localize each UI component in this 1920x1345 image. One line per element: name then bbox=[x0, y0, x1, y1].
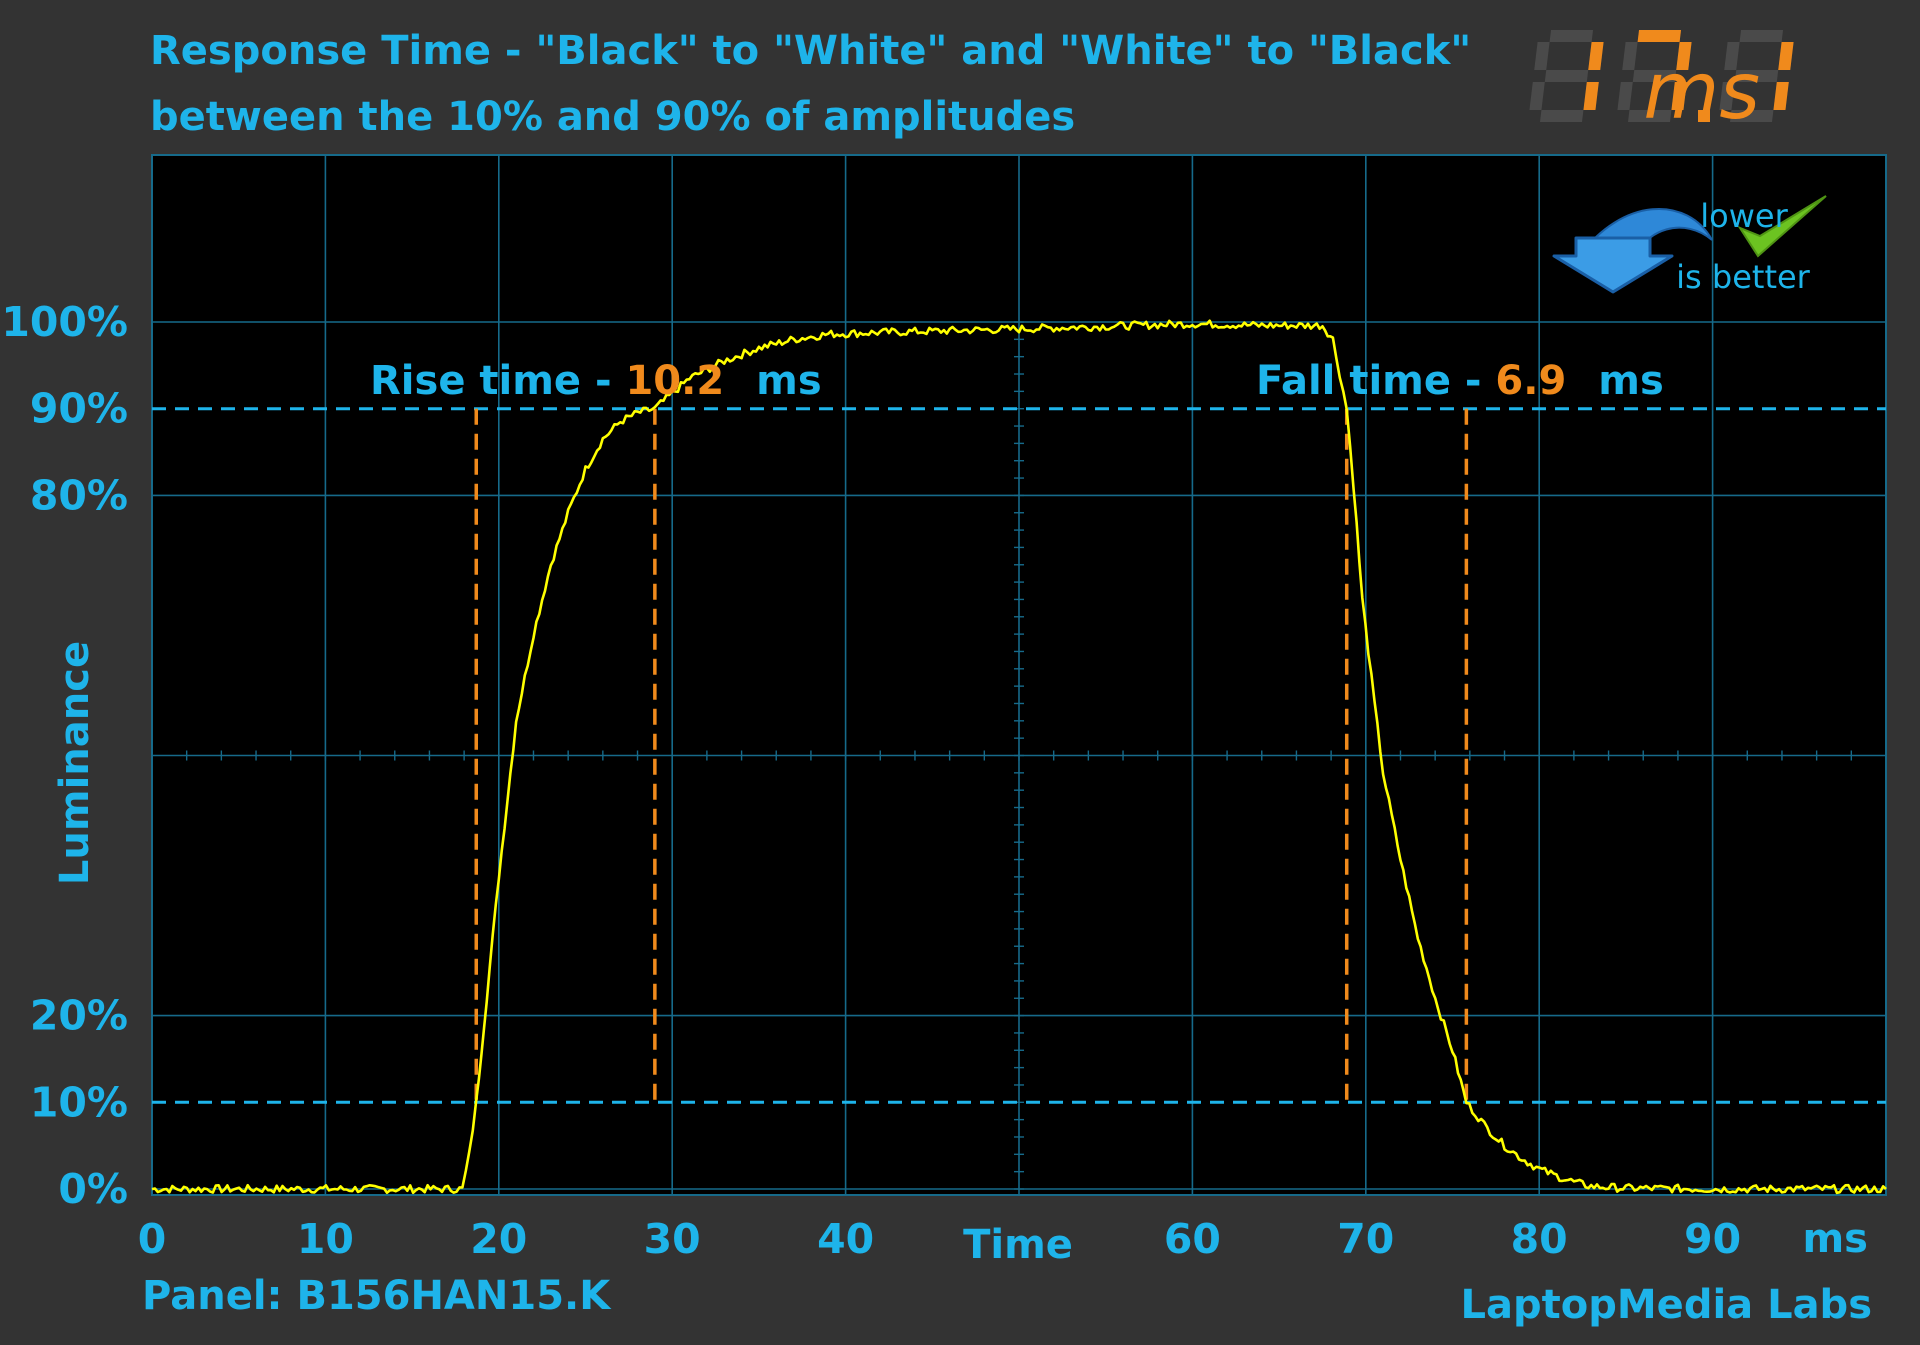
x-axis-unit: ms bbox=[1803, 1216, 1869, 1262]
readout-ghost-segment bbox=[1739, 30, 1784, 42]
x-tick-label: 40 bbox=[817, 1215, 874, 1263]
panel-label: Panel: B156HAN15.K bbox=[142, 1273, 612, 1319]
x-tick-labels: 0 10 20 30 40 60 70 80 90 bbox=[138, 1215, 1741, 1263]
readout-ghost-segment bbox=[1622, 42, 1638, 70]
x-tick-label: 70 bbox=[1337, 1215, 1394, 1263]
y-tick-label: 10% bbox=[30, 1078, 128, 1126]
y-axis-label: Luminance bbox=[52, 641, 98, 885]
readout-segment bbox=[1637, 30, 1682, 42]
fall-time-annotation: Fall time - 6.9 ms bbox=[1256, 358, 1664, 404]
y-tick-labels: 0% 10% 20% 80% 90% 100% bbox=[1, 298, 128, 1213]
seven-segment-display: ms bbox=[1529, 30, 1794, 137]
fall-time-value: 6.9 bbox=[1495, 358, 1566, 404]
chart-subtitle: between the 10% and 90% of amplitudes bbox=[150, 94, 1075, 140]
readout-segment bbox=[1778, 42, 1794, 70]
y-tick-label: 80% bbox=[30, 471, 128, 519]
y-tick-label: 90% bbox=[30, 385, 128, 433]
readout-ghost-segment bbox=[1534, 42, 1550, 70]
readout-ghost-segment bbox=[1544, 70, 1589, 82]
lower-is-better-badge: lower is better bbox=[1552, 195, 1827, 296]
plot-border bbox=[151, 154, 1887, 1196]
readout-ghost-segment bbox=[1617, 82, 1633, 110]
readout-segment bbox=[1588, 42, 1604, 70]
readout-decimal-point bbox=[1698, 110, 1710, 122]
readout-ghost-segment bbox=[1719, 82, 1735, 110]
readout-segment bbox=[1671, 82, 1687, 110]
x-tick-label: 80 bbox=[1511, 1215, 1568, 1263]
x-tick-label: 30 bbox=[644, 1215, 701, 1263]
chart-title: Response Time - "Black" to "White" and "… bbox=[150, 28, 1471, 74]
readout-ghost-segment bbox=[1549, 30, 1594, 42]
readout-segment bbox=[1676, 42, 1692, 70]
x-axis-label: Time bbox=[963, 1222, 1073, 1268]
readout-ghost-segment bbox=[1724, 42, 1740, 70]
readout-ghost-segment bbox=[1734, 70, 1779, 82]
readout-ghost-segment bbox=[1632, 70, 1677, 82]
segment-display-digits bbox=[1583, 30, 1794, 122]
readout-ghost-segment bbox=[1529, 82, 1545, 110]
x-tick-label: 60 bbox=[1164, 1215, 1221, 1263]
plot-grid bbox=[151, 154, 1887, 1196]
readout-segment bbox=[1773, 82, 1789, 110]
threshold-lines bbox=[152, 407, 1886, 1104]
readout-unit: ms bbox=[1643, 47, 1760, 137]
transition-markers bbox=[474, 408, 1469, 1103]
x-tick-label: 90 bbox=[1684, 1215, 1741, 1263]
badge-line-2: is better bbox=[1676, 258, 1811, 296]
x-tick-label: 20 bbox=[470, 1215, 527, 1263]
rise-time-annotation: Rise time - 10.2 ms bbox=[370, 358, 822, 404]
y-tick-label: 20% bbox=[30, 992, 128, 1040]
x-tick-label: 0 bbox=[138, 1215, 167, 1263]
check-icon bbox=[1737, 195, 1827, 258]
readout-ghost-segment bbox=[1540, 110, 1584, 122]
down-arrow-icon bbox=[1552, 208, 1713, 294]
rise-time-value: 10.2 bbox=[625, 358, 724, 404]
fall-time-unit: ms bbox=[1598, 358, 1664, 404]
rise-time-label: Rise time - bbox=[370, 358, 625, 404]
readout-ghost-segment bbox=[1730, 110, 1774, 122]
rise-time-unit: ms bbox=[756, 358, 822, 404]
brand-label: LaptopMedia Labs bbox=[1461, 1282, 1872, 1328]
readout-segment bbox=[1583, 82, 1599, 110]
luminance-curve bbox=[151, 319, 1887, 1195]
x-tick-label: 10 bbox=[297, 1215, 354, 1263]
badge-line-1: lower bbox=[1700, 197, 1788, 235]
readout-ghost-segment bbox=[1628, 110, 1672, 122]
y-tick-label: 100% bbox=[1, 298, 128, 346]
fall-time-label: Fall time - bbox=[1256, 358, 1495, 404]
y-tick-label: 0% bbox=[58, 1165, 128, 1213]
